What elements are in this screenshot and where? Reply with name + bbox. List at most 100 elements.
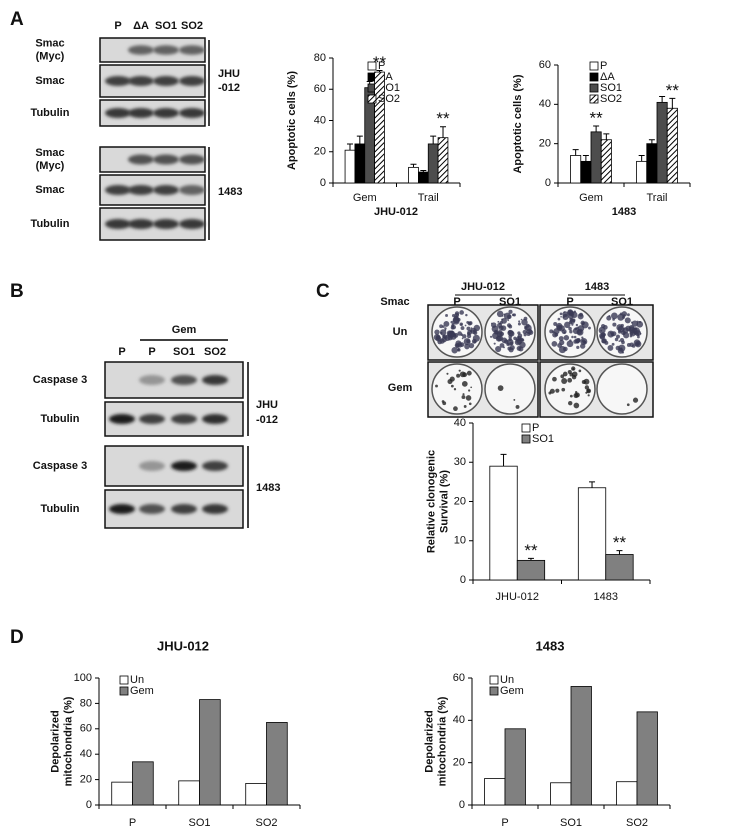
x-tick-label: Gem xyxy=(353,192,377,204)
y-tick-label: 80 xyxy=(80,697,92,709)
colony xyxy=(575,323,579,327)
colony xyxy=(632,397,639,403)
error-bar xyxy=(430,135,437,144)
colony xyxy=(472,329,476,333)
colony xyxy=(572,327,580,335)
x-tick-label: P xyxy=(129,817,136,829)
y-axis-label: Apoptotic cells (%) xyxy=(512,74,524,173)
y-axis-label: Survival (%) xyxy=(438,470,450,533)
colony xyxy=(462,372,468,378)
colony xyxy=(558,336,564,341)
colony xyxy=(446,372,449,375)
y-axis-label: Depolarized xyxy=(423,710,435,772)
bar xyxy=(266,722,288,806)
legend-label: Gem xyxy=(130,685,154,697)
error-bar xyxy=(572,149,579,156)
blot-band xyxy=(153,154,179,165)
row-label: Tubulin xyxy=(31,218,70,230)
bar xyxy=(605,554,634,581)
bar xyxy=(489,465,518,581)
bar xyxy=(616,781,638,806)
colony xyxy=(564,321,571,329)
colony xyxy=(465,395,472,401)
colony xyxy=(495,335,502,342)
blot-band xyxy=(202,504,228,514)
blot-band xyxy=(153,76,179,86)
bar xyxy=(636,160,648,184)
x-axis-label: 1483 xyxy=(612,206,636,218)
legend-label: P xyxy=(532,422,539,434)
colony xyxy=(493,329,499,335)
colony xyxy=(569,330,573,334)
colony xyxy=(577,313,584,320)
colony xyxy=(459,310,464,315)
colony xyxy=(507,319,510,322)
colony xyxy=(468,389,471,392)
colony xyxy=(497,385,504,392)
significance: ** xyxy=(373,53,387,72)
legend-label: ΔA xyxy=(600,71,615,83)
colony xyxy=(454,334,457,337)
blot-band xyxy=(153,185,179,195)
bar xyxy=(580,160,592,184)
colony xyxy=(437,339,443,345)
y-axis-label: Relative clonogenic xyxy=(425,450,437,553)
colony xyxy=(609,331,612,334)
colony xyxy=(508,324,513,329)
x-tick-label: 1483 xyxy=(594,591,618,603)
colony xyxy=(583,340,587,344)
y-tick-label: 0 xyxy=(459,799,465,811)
colony xyxy=(465,313,468,317)
y-tick-label: 40 xyxy=(453,714,465,726)
colony xyxy=(466,339,471,344)
legend-swatch xyxy=(119,675,129,685)
error-bar xyxy=(638,154,645,162)
colony xyxy=(558,325,565,332)
colony xyxy=(611,342,615,346)
colony xyxy=(563,346,568,352)
colony xyxy=(576,345,580,350)
colony xyxy=(470,327,473,330)
colony xyxy=(450,320,454,324)
colony xyxy=(461,337,464,340)
legend-label: P xyxy=(378,60,385,72)
legend-label: SO1 xyxy=(600,82,622,94)
legend-label: SO1 xyxy=(532,433,554,445)
x-tick-label: JHU-012 xyxy=(496,591,539,603)
colony xyxy=(612,322,617,327)
colony xyxy=(636,320,639,323)
y-axis-label: Apoptotic cells (%) xyxy=(286,71,298,170)
y-axis-label: mitochondria (%) xyxy=(62,696,74,786)
x-tick-label: SO1 xyxy=(188,817,210,829)
error-bar xyxy=(356,135,363,144)
y-tick-label: 60 xyxy=(453,672,465,684)
lane-label: SO1 xyxy=(155,20,177,32)
x-tick-label: Trail xyxy=(647,192,668,204)
colony xyxy=(571,323,574,326)
colony xyxy=(636,321,644,328)
colony xyxy=(503,313,506,316)
blot-band xyxy=(202,461,228,471)
x-tick-label: SO2 xyxy=(626,817,648,829)
colony xyxy=(508,309,513,314)
lane-label: P xyxy=(148,346,155,358)
colony xyxy=(568,326,572,331)
colony xyxy=(443,321,450,327)
colony xyxy=(518,320,521,323)
error-bar xyxy=(527,557,534,561)
cell-line-label: -012 xyxy=(256,414,278,426)
colony xyxy=(524,324,532,332)
y-tick-label: 100 xyxy=(74,672,92,684)
colony xyxy=(611,331,617,337)
colony xyxy=(451,314,456,318)
row-label: Gem xyxy=(388,382,413,394)
row-label: Tubulin xyxy=(41,503,80,515)
dish xyxy=(484,363,536,415)
colony xyxy=(600,323,606,329)
bar xyxy=(245,783,267,806)
colony xyxy=(612,318,615,321)
colony xyxy=(516,346,522,351)
legend-swatch xyxy=(367,61,377,71)
blot-band xyxy=(109,504,135,514)
bar xyxy=(344,149,356,184)
